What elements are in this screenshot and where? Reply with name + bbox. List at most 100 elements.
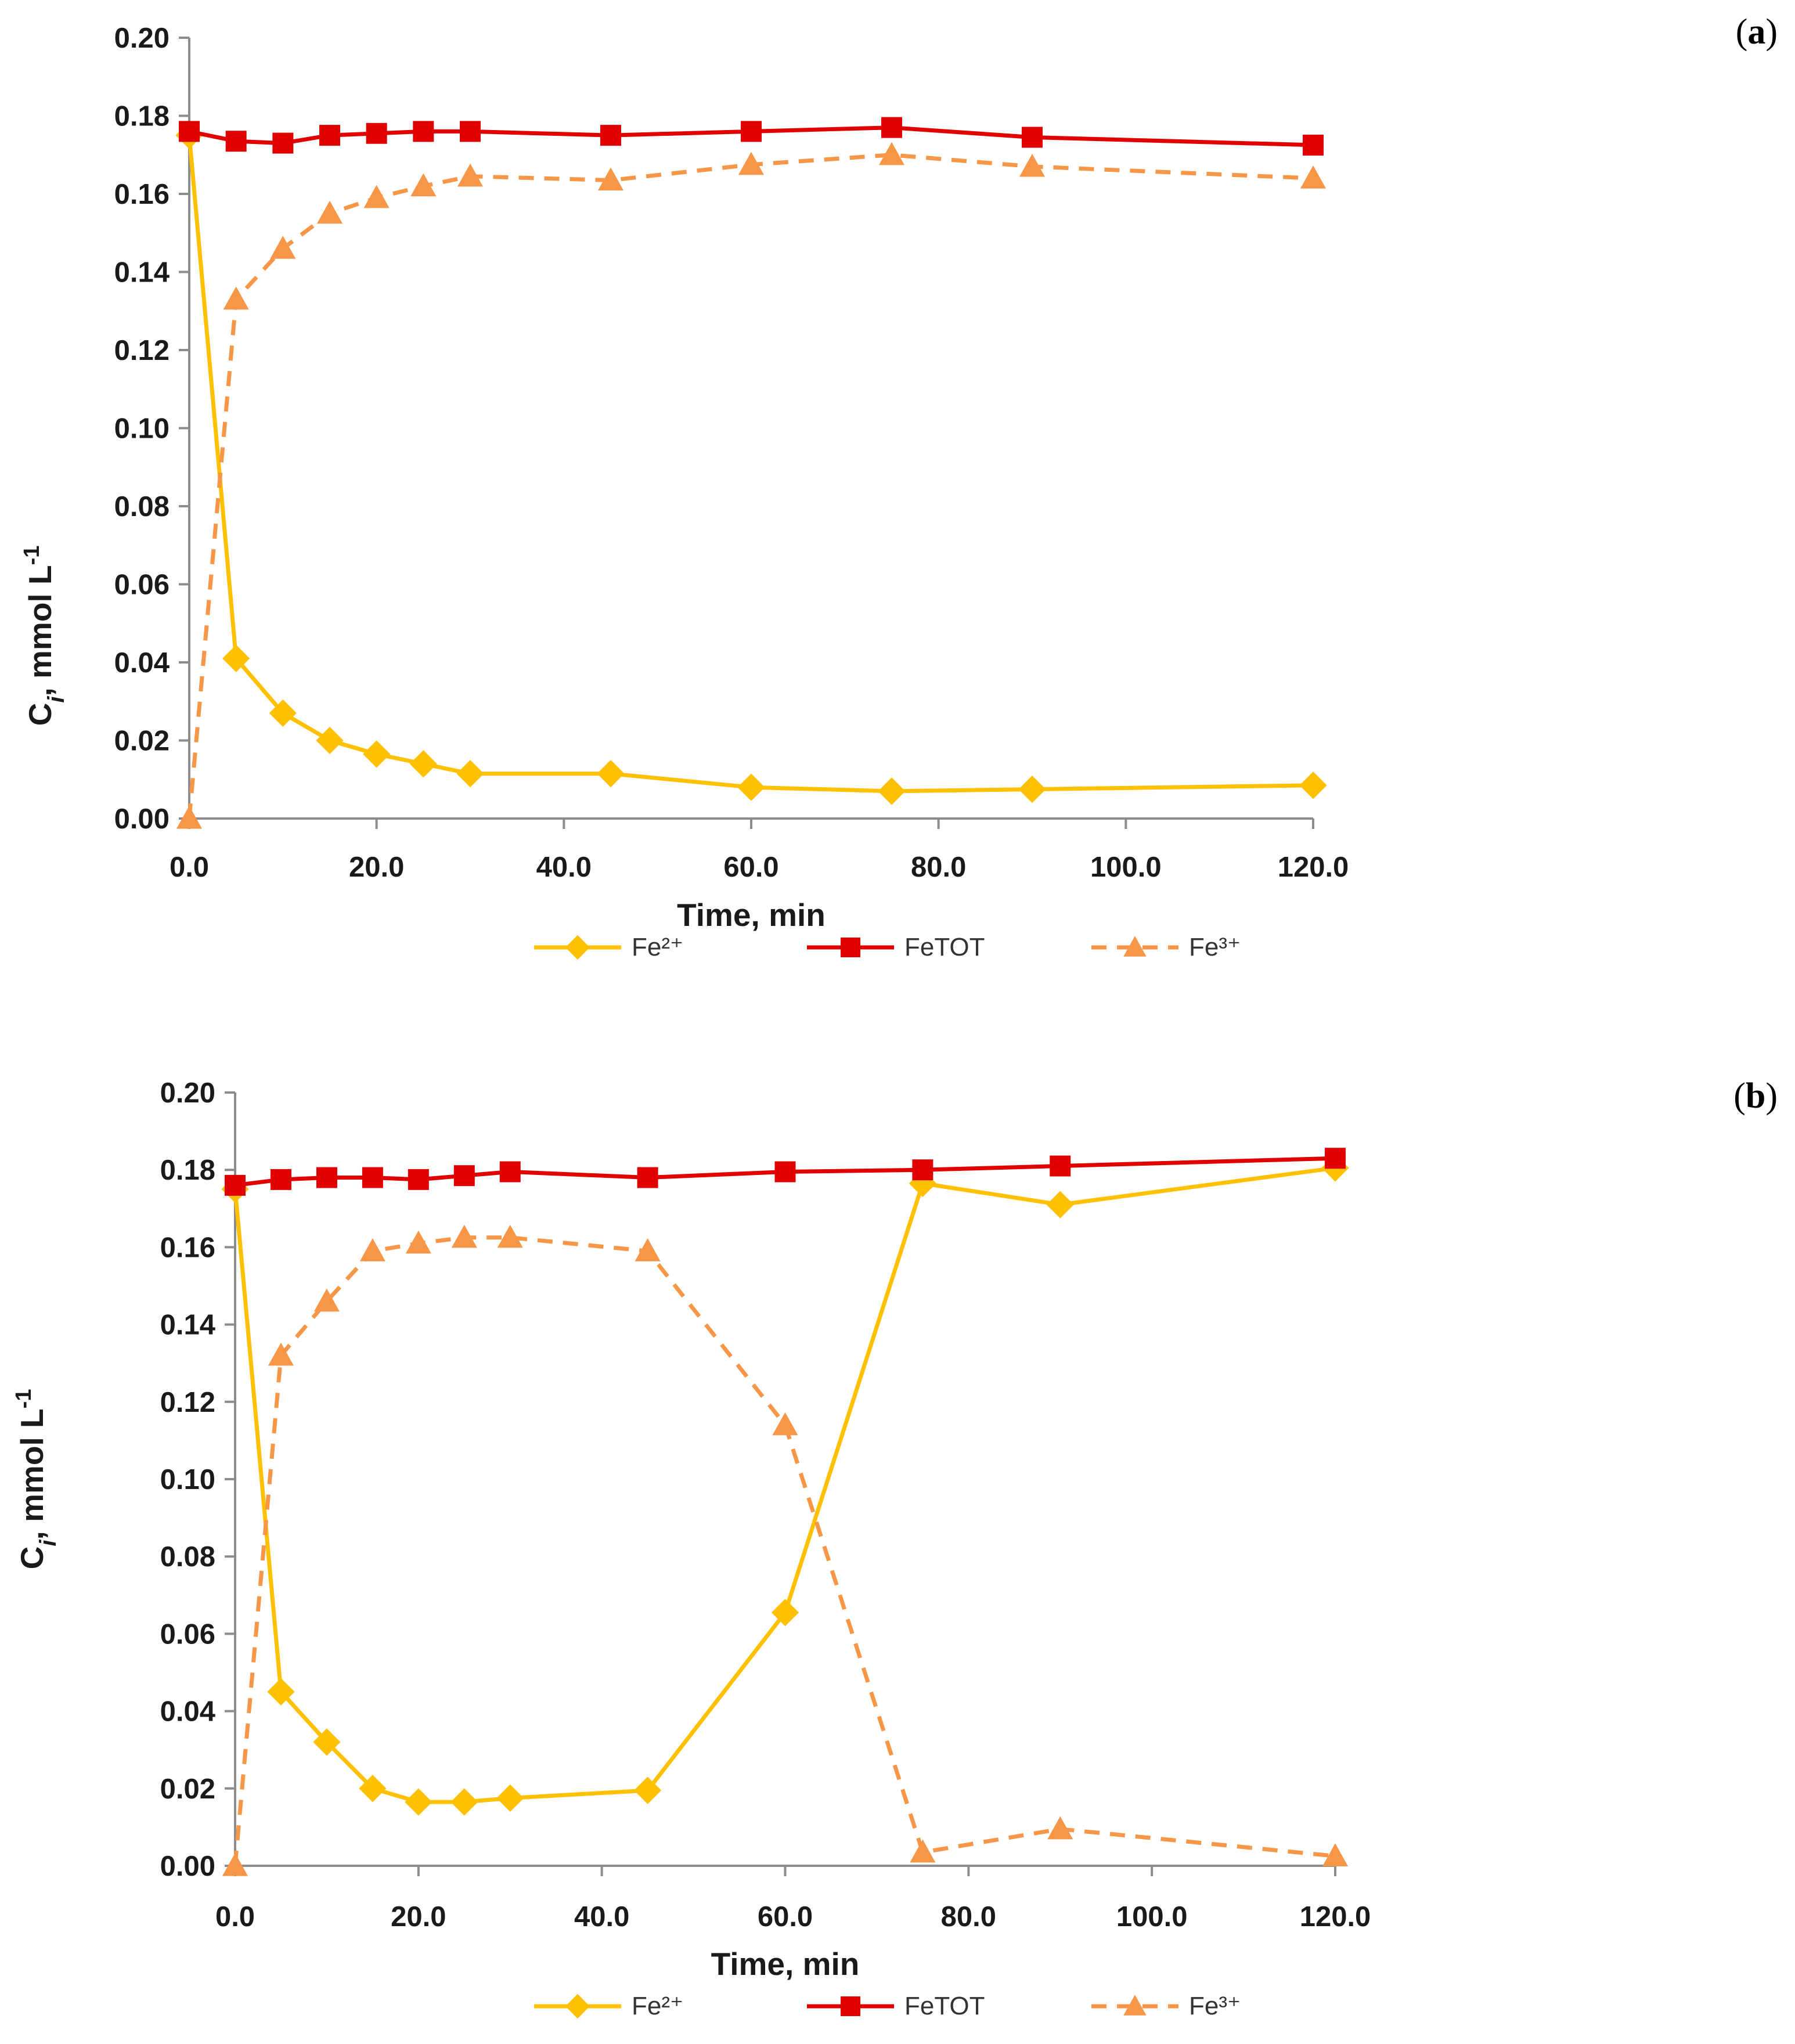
legend-label: Fe³⁺	[1189, 933, 1241, 961]
data-point-square	[225, 131, 247, 152]
x-tick-label: 100.0	[1090, 852, 1162, 883]
data-point-square	[741, 121, 762, 142]
y-tick-label: 0.02	[114, 726, 170, 757]
legend-label: Fe²⁺	[632, 1992, 683, 2020]
data-point-diamond	[737, 773, 765, 801]
legend: Fe²⁺ FeTOT Fe³⁺	[534, 1992, 1241, 2020]
y-tick-label: 0.02	[160, 1773, 215, 1805]
series-line-2	[187, 153, 1314, 819]
legend-marker-diamond	[565, 1993, 590, 2019]
data-point-square	[460, 121, 481, 142]
y-tick-label: 0.18	[114, 101, 170, 132]
series-triangle	[176, 142, 1327, 829]
data-point-triangle	[772, 1412, 798, 1436]
y-axis-title-main: C	[14, 1546, 50, 1570]
y-axis-title-rest: , mmol L	[14, 1408, 50, 1540]
data-point-triangle	[176, 805, 203, 829]
series-triangle	[222, 1224, 1349, 1876]
data-point-square	[316, 1167, 337, 1188]
y-axis-title-sub: i	[35, 1540, 61, 1546]
data-point-square	[453, 1165, 475, 1187]
y-tick-label: 0.18	[160, 1155, 215, 1186]
data-point-diamond	[496, 1784, 524, 1812]
series-line-0	[233, 1166, 1336, 1804]
y-tick-label: 0.10	[160, 1464, 215, 1495]
x-tick-label: 80.0	[941, 1901, 996, 1933]
y-tick-label: 0.00	[114, 803, 170, 835]
data-point-triangle	[451, 1224, 477, 1248]
data-point-triangle	[497, 1224, 523, 1248]
series-line-2	[233, 1235, 1336, 1866]
x-tick-label: 80.0	[911, 852, 966, 883]
legend-label: FeTOT	[904, 1992, 985, 2020]
data-point-triangle	[878, 142, 905, 165]
data-point-diamond	[1046, 1191, 1074, 1219]
y-axis-title-rest: , mmol L	[22, 565, 58, 696]
x-axis-title: Time, min	[711, 1946, 860, 1982]
legend-marker-square	[841, 1996, 860, 2016]
x-tick-label: 100.0	[1116, 1901, 1188, 1933]
y-axis-title: Ci, mmol L-1	[20, 546, 69, 726]
x-tick-label: 60.0	[758, 1901, 813, 1933]
y-tick-label: 0.00	[160, 1851, 215, 1882]
y-tick-label: 0.14	[160, 1310, 215, 1341]
legend-marker-triangle	[1123, 1995, 1147, 2016]
x-tick-label: 40.0	[574, 1901, 629, 1933]
data-point-diamond	[771, 1599, 799, 1627]
data-point-square	[408, 1169, 429, 1190]
data-point-triangle	[222, 1852, 248, 1876]
data-point-diamond	[450, 1788, 478, 1816]
legend-label: FeTOT	[904, 933, 985, 961]
data-point-square	[1022, 127, 1043, 148]
data-point-square	[362, 1167, 383, 1188]
data-point-triangle	[313, 1288, 340, 1312]
data-point-triangle	[1019, 153, 1046, 177]
y-tick-label: 0.06	[114, 569, 170, 601]
data-point-triangle	[363, 185, 390, 208]
legend-marker-triangle	[1123, 936, 1147, 957]
y-tick-label: 0.16	[160, 1232, 215, 1263]
y-tick-label: 0.16	[114, 179, 170, 210]
data-point-triangle	[316, 200, 343, 224]
y-tick-label: 0.08	[160, 1541, 215, 1573]
data-point-triangle	[359, 1238, 385, 1261]
data-point-triangle	[1300, 165, 1327, 189]
panel-label: (a)	[1736, 12, 1778, 52]
x-axis-title: Time, min	[677, 897, 826, 933]
data-point-triangle	[1322, 1843, 1349, 1866]
data-point-triangle	[405, 1230, 431, 1254]
data-point-diamond	[267, 1678, 295, 1706]
data-point-triangle	[597, 167, 624, 191]
data-point-triangle	[1047, 1816, 1073, 1840]
data-point-square	[179, 121, 200, 142]
data-point-diamond	[405, 1788, 432, 1816]
data-point-square	[637, 1167, 658, 1188]
data-point-triangle	[270, 236, 296, 259]
y-axis-title-sup: -1	[20, 546, 44, 565]
series-square	[225, 1148, 1346, 1196]
panel-label-letter: a	[1747, 12, 1765, 52]
series-square	[179, 117, 1324, 156]
data-point-diamond	[878, 777, 906, 805]
y-tick-label: 0.06	[160, 1618, 215, 1650]
x-tick-label: 0.0	[215, 1901, 255, 1933]
y-tick-label: 0.20	[160, 1077, 215, 1109]
data-point-diamond	[269, 699, 297, 727]
data-point-diamond	[363, 740, 391, 768]
y-tick-label: 0.20	[114, 23, 170, 54]
legend-marker-square	[841, 938, 860, 957]
data-point-square	[270, 1169, 291, 1190]
panel-label-open: (	[1736, 12, 1748, 52]
data-point-square	[319, 125, 340, 146]
panel-label-close: )	[1765, 1076, 1778, 1116]
panel-label-open: (	[1733, 1076, 1746, 1116]
x-tick-label: 40.0	[536, 852, 592, 883]
x-tick-label: 20.0	[349, 852, 404, 883]
data-point-triangle	[910, 1839, 936, 1863]
data-point-square	[774, 1161, 796, 1183]
y-axis-title: Ci, mmol L-1	[12, 1389, 61, 1570]
data-point-square	[366, 122, 387, 144]
data-point-diamond	[222, 644, 250, 672]
data-point-triangle	[268, 1342, 294, 1366]
data-point-triangle	[410, 173, 437, 197]
